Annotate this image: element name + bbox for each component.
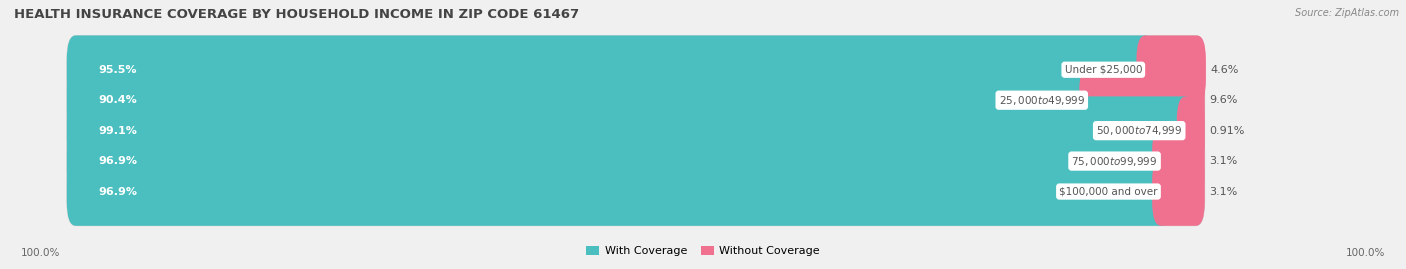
FancyBboxPatch shape: [67, 66, 1097, 134]
Text: 4.6%: 4.6%: [1211, 65, 1239, 75]
Text: $75,000 to $99,999: $75,000 to $99,999: [1071, 155, 1157, 168]
FancyBboxPatch shape: [67, 157, 1205, 226]
Text: 96.9%: 96.9%: [98, 186, 138, 197]
Text: 9.6%: 9.6%: [1209, 95, 1237, 105]
FancyBboxPatch shape: [1177, 96, 1205, 165]
FancyBboxPatch shape: [1080, 66, 1205, 134]
FancyBboxPatch shape: [67, 96, 1195, 165]
Text: 96.9%: 96.9%: [98, 156, 138, 166]
Text: HEALTH INSURANCE COVERAGE BY HOUSEHOLD INCOME IN ZIP CODE 61467: HEALTH INSURANCE COVERAGE BY HOUSEHOLD I…: [14, 8, 579, 21]
Legend: With Coverage, Without Coverage: With Coverage, Without Coverage: [582, 241, 824, 261]
FancyBboxPatch shape: [1152, 127, 1205, 195]
Text: 100.0%: 100.0%: [21, 248, 60, 258]
Text: Source: ZipAtlas.com: Source: ZipAtlas.com: [1295, 8, 1399, 18]
Text: $100,000 and over: $100,000 and over: [1059, 186, 1157, 197]
Text: 99.1%: 99.1%: [98, 126, 136, 136]
Text: $25,000 to $49,999: $25,000 to $49,999: [998, 94, 1085, 107]
FancyBboxPatch shape: [1152, 157, 1205, 226]
Text: 95.5%: 95.5%: [98, 65, 136, 75]
Text: 0.91%: 0.91%: [1209, 126, 1244, 136]
Text: 3.1%: 3.1%: [1209, 186, 1237, 197]
FancyBboxPatch shape: [67, 127, 1170, 195]
FancyBboxPatch shape: [67, 36, 1205, 104]
FancyBboxPatch shape: [67, 127, 1205, 195]
FancyBboxPatch shape: [67, 157, 1170, 226]
FancyBboxPatch shape: [67, 66, 1205, 134]
Text: 3.1%: 3.1%: [1209, 156, 1237, 166]
FancyBboxPatch shape: [1136, 36, 1206, 104]
FancyBboxPatch shape: [67, 96, 1205, 165]
Text: $50,000 to $74,999: $50,000 to $74,999: [1097, 124, 1182, 137]
Text: 100.0%: 100.0%: [1346, 248, 1385, 258]
Text: 90.4%: 90.4%: [98, 95, 136, 105]
FancyBboxPatch shape: [67, 36, 1154, 104]
Text: Under $25,000: Under $25,000: [1064, 65, 1142, 75]
